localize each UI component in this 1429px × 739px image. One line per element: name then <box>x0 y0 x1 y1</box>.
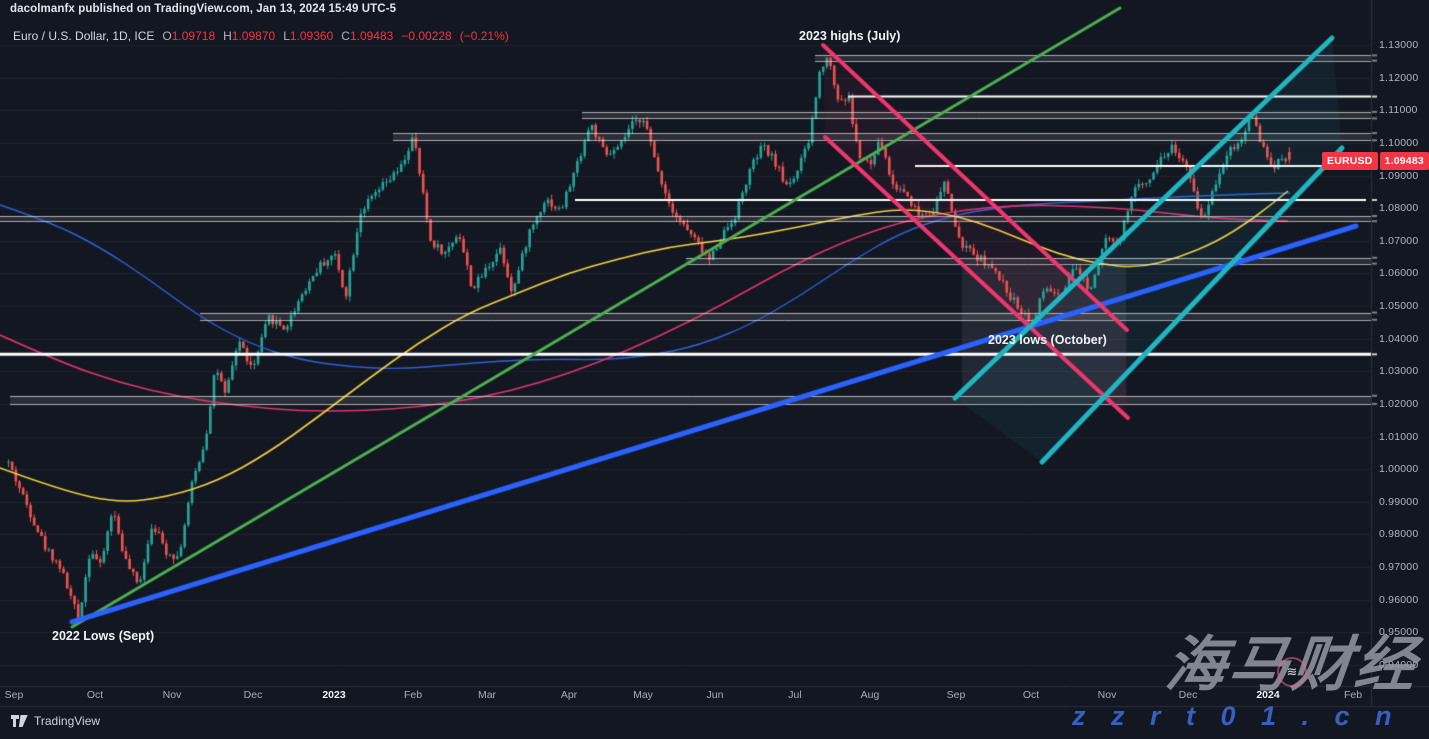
price-tick-label: 1.10000 <box>1379 136 1419 149</box>
legend-ohlc-values: O1.09718 H1.09870 L1.09360 C1.09483 <box>154 29 393 43</box>
price-tick-label: 1.09000 <box>1379 169 1419 182</box>
price-tick-label: 1.05000 <box>1379 300 1419 313</box>
ohlc-label: C <box>341 29 350 43</box>
price-tick-label: 1.13000 <box>1379 39 1419 51</box>
legend-change-pct: (−0.21%) <box>459 29 509 43</box>
ohlc-value: 1.09360 <box>289 29 334 43</box>
time-tick-label: Feb <box>403 689 423 701</box>
time-tick-label: Apr <box>560 689 578 701</box>
time-tick-label: Feb <box>1343 689 1363 701</box>
price-tick-label: 0.97000 <box>1379 561 1419 574</box>
price-tick-label: 1.12000 <box>1379 71 1419 84</box>
last-price-symbol: EURUSD <box>1322 152 1378 170</box>
chart-annotation[interactable]: 2023 highs (July) <box>799 29 901 43</box>
time-tick-label: 2024 <box>1256 689 1280 701</box>
price-tick-label: 1.11000 <box>1379 104 1418 117</box>
time-tick-label: May <box>633 689 653 701</box>
time-tick-label: Oct <box>86 689 104 701</box>
tradingview-footer: TradingView <box>10 714 100 728</box>
chart-annotation[interactable]: 2022 Lows (Sept) <box>52 629 155 643</box>
ohlc-label: O <box>162 29 172 43</box>
price-tick-label: 0.94000 <box>1379 658 1419 671</box>
price-tick-label: 1.02000 <box>1379 397 1419 410</box>
ohlc-value: 1.09718 <box>171 29 216 43</box>
price-tick-label: 0.99000 <box>1379 495 1419 508</box>
last-price-value: 1.09483 <box>1379 152 1429 170</box>
time-tick-label: Dec <box>1178 689 1198 701</box>
price-tick-label: 1.00000 <box>1379 463 1419 476</box>
time-tick-label: Jul <box>788 689 802 701</box>
time-tick-label: Oct <box>1022 689 1040 701</box>
time-tick-label: 2023 <box>322 689 346 701</box>
time-tick-label: Nov <box>1097 689 1117 701</box>
time-tick-label: Aug <box>860 689 880 701</box>
price-tick-label: 0.95000 <box>1379 626 1419 639</box>
time-tick-label: Sep <box>946 689 966 701</box>
price-tick-label: 1.06000 <box>1379 267 1419 280</box>
time-tick-label: Jun <box>706 689 724 701</box>
price-tick-label: 1.01000 <box>1379 430 1419 443</box>
price-tick-label: 0.96000 <box>1379 593 1419 606</box>
legend-change: −0.00228 <box>401 29 452 43</box>
time-tick-label: Nov <box>162 689 182 701</box>
time-tick-label: Dec <box>243 689 263 701</box>
tradingview-brand-label[interactable]: TradingView <box>34 714 101 728</box>
price-tick-label: 1.04000 <box>1379 332 1419 345</box>
time-axis[interactable]: Sep Oct Nov Dec 2023 Feb Mar Apr May Jun Jul Aug Sep… <box>0 686 1371 706</box>
ohlc-label: L <box>283 29 290 43</box>
price-tick-label: 1.07000 <box>1379 234 1419 247</box>
symbol-title: Euro / U.S. Dollar, 1D, ICE <box>13 29 155 43</box>
symbol-legend[interactable]: Euro / U.S. Dollar, 1D, ICE O1.09718 H1.09… <box>13 29 509 43</box>
ohlc-value: 1.09483 <box>349 29 394 43</box>
tradingview-logo-icon[interactable] <box>10 714 29 728</box>
price-tick-label: 1.03000 <box>1379 365 1419 378</box>
watermark-url-text: z z r t 0 1 . c n <box>1072 701 1401 731</box>
time-tick-label: Mar <box>477 689 497 701</box>
price-tick-label: 0.98000 <box>1379 528 1419 541</box>
time-tick-label: Sep <box>4 689 24 701</box>
ohlc-label: H <box>223 29 232 43</box>
last-price-label: EURUSD 1.09483 <box>1322 152 1429 170</box>
published-by-line: dacolmanfx published on TradingView.com,… <box>10 3 397 15</box>
watermark-logo-icon: ≋ <box>1277 657 1307 687</box>
chart-annotation[interactable]: 2023 lows (October) <box>988 333 1107 347</box>
ohlc-value: 1.09870 <box>231 29 276 43</box>
price-axis[interactable]: 1.13000 1.12000 1.11000 1.10000 1.09000 1.080… <box>1371 0 1429 706</box>
price-tick-label: 1.08000 <box>1379 202 1419 215</box>
